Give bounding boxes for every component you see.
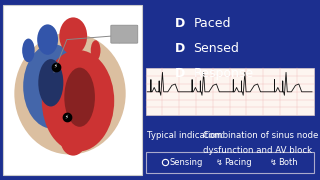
Ellipse shape: [37, 24, 58, 55]
Text: Sensed: Sensed: [194, 42, 239, 55]
Text: Paced: Paced: [194, 17, 231, 30]
Text: D: D: [174, 17, 185, 30]
Text: ↯: ↯: [216, 158, 223, 167]
Ellipse shape: [14, 33, 126, 154]
FancyBboxPatch shape: [146, 152, 314, 173]
Ellipse shape: [42, 50, 114, 152]
Text: ⚡: ⚡: [54, 64, 58, 69]
Ellipse shape: [61, 125, 86, 156]
Ellipse shape: [64, 68, 95, 127]
Ellipse shape: [22, 39, 35, 62]
Text: dysfunction and AV block: dysfunction and AV block: [203, 146, 312, 155]
Text: Typical indication:: Typical indication:: [147, 130, 224, 140]
Ellipse shape: [59, 17, 87, 55]
Text: ↯: ↯: [270, 158, 277, 167]
Text: Combination of sinus node: Combination of sinus node: [203, 130, 319, 140]
Text: D: D: [174, 67, 185, 80]
FancyBboxPatch shape: [111, 25, 138, 43]
Ellipse shape: [38, 59, 63, 107]
Text: Response: Response: [194, 67, 254, 80]
Text: ⚡: ⚡: [65, 114, 69, 120]
FancyBboxPatch shape: [146, 68, 314, 115]
Ellipse shape: [23, 44, 82, 129]
Ellipse shape: [91, 40, 100, 60]
FancyBboxPatch shape: [3, 5, 142, 175]
Text: D: D: [174, 42, 185, 55]
Text: Pacing: Pacing: [224, 158, 252, 167]
Text: Sensing: Sensing: [170, 158, 203, 167]
Text: Both: Both: [278, 158, 298, 167]
